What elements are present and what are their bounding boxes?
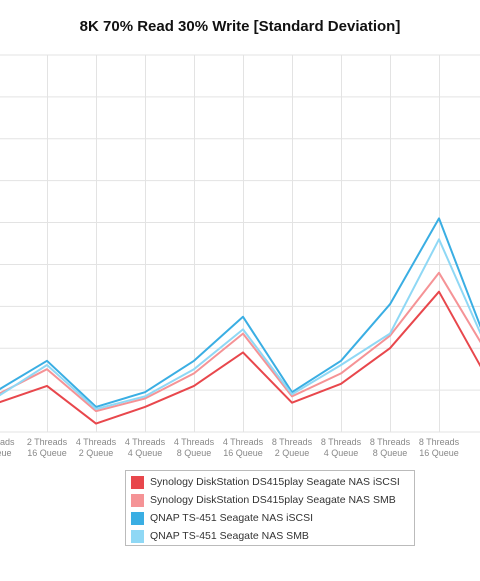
series-line-4 <box>0 238 480 410</box>
legend-label: QNAP TS-451 Seagate NAS SMB <box>150 530 309 542</box>
x-tick-label: 4 Threads <box>174 437 215 447</box>
legend-item[interactable]: QNAP TS-451 Seagate NAS iSCSI <box>126 509 414 527</box>
x-tick-label: 2 Queue <box>79 448 114 458</box>
legend-item[interactable]: Synology DiskStation DS415play Seagate N… <box>126 491 414 509</box>
x-tick-label: 16 Queue <box>223 448 263 458</box>
x-tick-label: 8 Threads <box>419 437 460 447</box>
legend: Synology DiskStation DS415play Seagate N… <box>125 470 415 546</box>
legend-label: Synology DiskStation DS415play Seagate N… <box>150 476 400 488</box>
legend-label: QNAP TS-451 Seagate NAS iSCSI <box>150 512 314 524</box>
legend-label: Synology DiskStation DS415play Seagate N… <box>150 494 396 506</box>
x-tick-label: 4 Threads <box>125 437 166 447</box>
x-tick-label: 8 Threads <box>272 437 313 447</box>
x-tick-label: 8 Queue <box>177 448 212 458</box>
x-tick-label: 4 Queue <box>128 448 163 458</box>
legend-swatch <box>131 493 144 507</box>
x-tick-label: 8 Queue <box>373 448 408 458</box>
x-tick-label: 4 Threads <box>223 437 264 447</box>
x-tick-label: 16 Queue <box>27 448 67 458</box>
legend-item[interactable]: QNAP TS-451 Seagate NAS SMB <box>126 527 414 545</box>
legend-swatch <box>131 529 144 543</box>
x-tick-label: Threads <box>0 437 15 447</box>
x-tick-label: 2 Threads <box>27 437 68 447</box>
x-tick-label: 8 Threads <box>370 437 411 447</box>
chart-title: 8K 70% Read 30% Write [Standard Deviatio… <box>79 18 401 35</box>
legend-swatch <box>131 511 144 525</box>
x-tick-label: 16 Queue <box>419 448 459 458</box>
x-tick-label: 4 Queue <box>324 448 359 458</box>
series-line-2 <box>0 271 480 413</box>
x-tick-label: Queue <box>0 448 12 458</box>
series-line-3 <box>0 217 480 408</box>
legend-item[interactable]: Synology DiskStation DS415play Seagate N… <box>126 473 414 491</box>
series-line-1 <box>0 290 480 425</box>
x-tick-label: 2 Queue <box>275 448 310 458</box>
x-tick-label: 4 Threads <box>76 437 117 447</box>
legend-swatch <box>131 475 144 489</box>
x-tick-label: 8 Threads <box>321 437 362 447</box>
